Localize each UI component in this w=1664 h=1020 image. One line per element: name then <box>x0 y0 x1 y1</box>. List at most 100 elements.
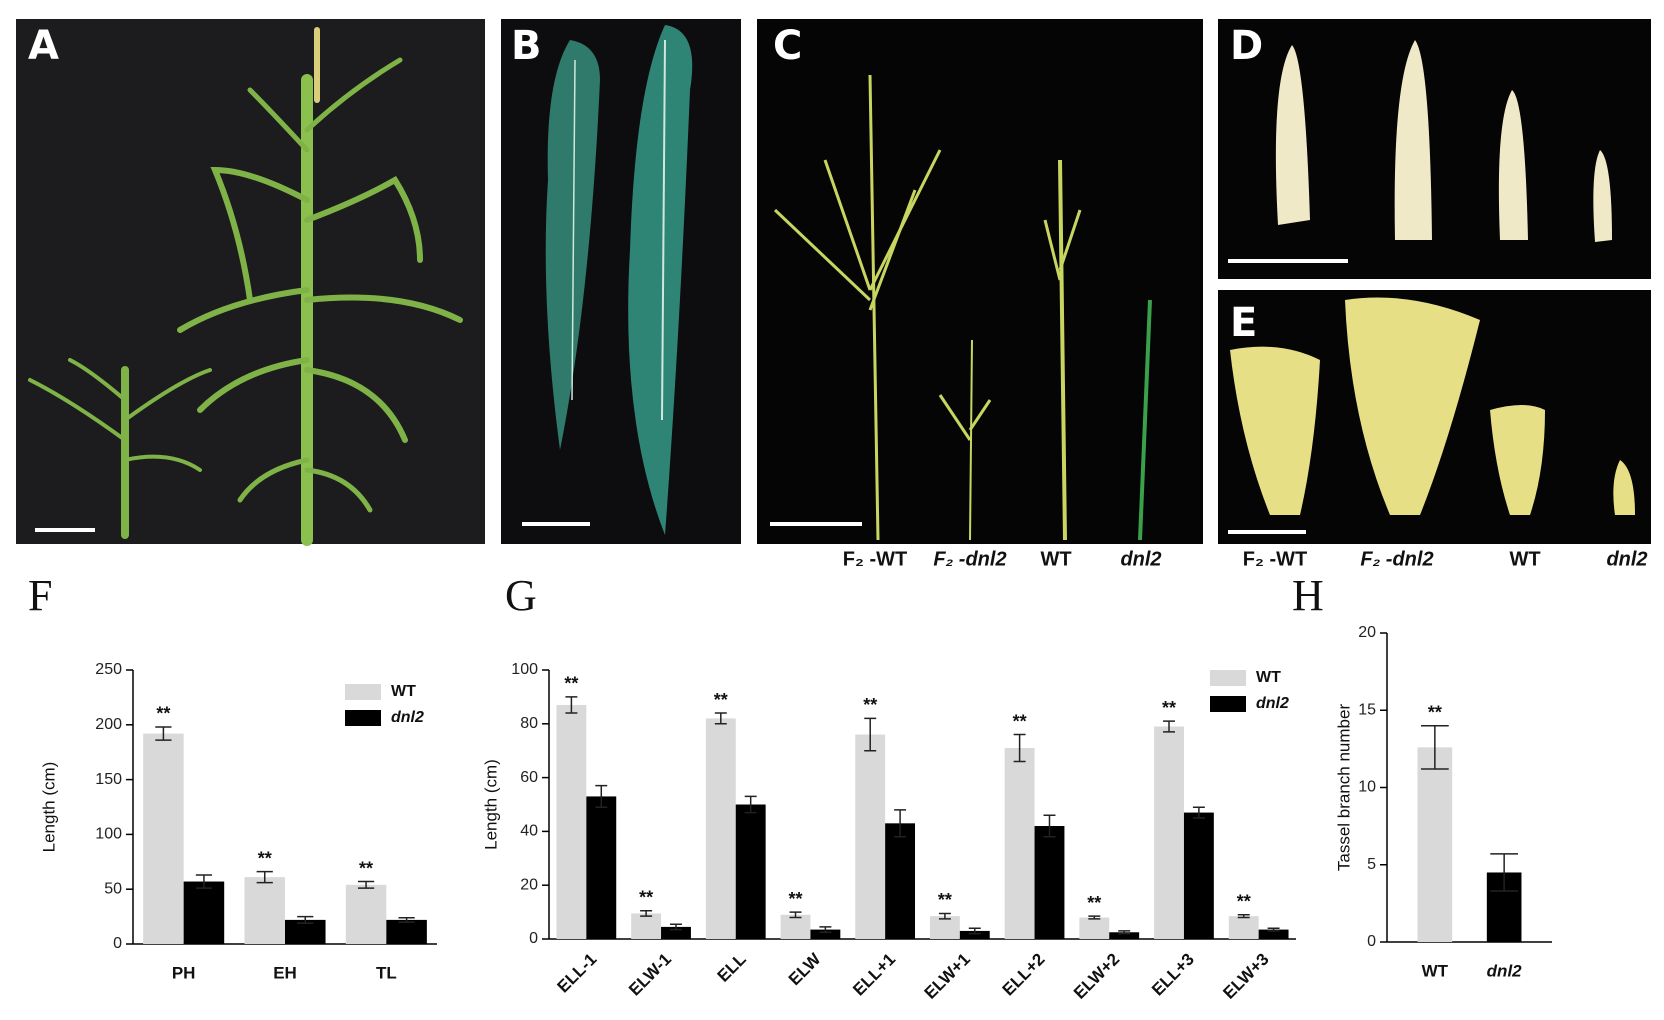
y-tick-label: 50 <box>104 880 122 897</box>
y-tick-label: 20 <box>1358 624 1376 641</box>
x-tick-label: dnl2 <box>1487 961 1522 980</box>
bar <box>345 884 387 944</box>
x-tick-label: TL <box>376 963 397 982</box>
x-tick-label: ELL+1 <box>849 950 899 1000</box>
bar <box>780 914 811 939</box>
x-tick-label: PH <box>172 963 196 982</box>
bar <box>244 877 285 944</box>
significance: ** <box>714 690 728 710</box>
y-axis-label: Length (cm) <box>39 762 58 853</box>
x-tick-label: ELL+2 <box>999 950 1049 1000</box>
bar <box>735 804 766 939</box>
significance: ** <box>938 890 952 910</box>
bar <box>386 919 427 944</box>
photo-caption: WT <box>1040 548 1071 570</box>
y-tick-label: 60 <box>520 769 538 786</box>
photo-b: B <box>501 19 741 544</box>
x-tick-label: WT <box>1422 961 1449 980</box>
significance: ** <box>1237 892 1251 912</box>
error-bar <box>670 923 682 931</box>
significance: ** <box>156 704 170 724</box>
x-tick-label: EH <box>273 963 297 982</box>
photo-d: D <box>1218 19 1651 279</box>
y-tick-label: 15 <box>1358 701 1376 718</box>
legend-swatch <box>1210 670 1246 686</box>
legend-swatch <box>345 684 381 700</box>
bar <box>1228 916 1259 939</box>
photo-e: E <box>1218 290 1651 544</box>
y-tick-label: 40 <box>520 823 538 840</box>
y-tick-label: 0 <box>529 930 538 947</box>
significance: ** <box>258 848 272 868</box>
legend-label: dnl2 <box>1256 695 1289 712</box>
panel-label: A <box>28 23 59 69</box>
error-bar <box>789 911 802 919</box>
legend-label: dnl2 <box>391 709 424 726</box>
error-bar <box>398 916 415 923</box>
x-tick-label: ELW+3 <box>1219 950 1272 1003</box>
panel-label: H <box>1292 571 1324 620</box>
legend-swatch <box>345 710 381 726</box>
panel-label: G <box>505 571 537 620</box>
significance: ** <box>639 888 653 908</box>
panel-label: F <box>28 571 52 620</box>
error-bar <box>1420 724 1449 770</box>
y-tick-label: 200 <box>95 716 122 733</box>
y-axis-label: Tassel branch number <box>1334 704 1353 872</box>
error-bar <box>819 926 832 934</box>
panel-label: E <box>1230 300 1257 346</box>
error-bar <box>565 696 578 714</box>
x-tick-label: ELL <box>714 950 750 986</box>
bar <box>855 734 886 939</box>
error-bar <box>938 912 951 920</box>
bar <box>885 823 916 939</box>
bar <box>810 929 841 939</box>
bar <box>631 913 662 939</box>
significance: ** <box>1087 893 1101 913</box>
error-bar <box>297 915 314 924</box>
bar <box>661 926 691 939</box>
error-bar <box>595 784 608 808</box>
photo-caption: F₂ -dnl2 <box>1360 548 1433 570</box>
panel-label: D <box>1230 23 1263 69</box>
x-tick-label: ELW <box>785 949 825 989</box>
y-axis-label: Length (cm) <box>481 759 500 850</box>
error-bar <box>640 910 653 917</box>
error-bar <box>357 880 375 889</box>
significance: ** <box>564 674 578 694</box>
y-tick-label: 5 <box>1367 856 1376 873</box>
y-tick-label: 100 <box>511 661 538 678</box>
significance: ** <box>1428 702 1442 722</box>
photo-caption: F₂ -WT <box>843 548 907 570</box>
bar <box>929 916 960 939</box>
error-bar <box>744 795 757 814</box>
error-bar <box>714 712 727 725</box>
error-bar <box>1490 853 1519 892</box>
photo-caption: dnl2 <box>1120 548 1161 570</box>
bar <box>1417 747 1453 942</box>
significance: ** <box>359 858 373 878</box>
x-tick-label: ELL-1 <box>554 950 601 997</box>
error-bar <box>968 927 981 935</box>
error-bar <box>1267 927 1280 932</box>
x-tick-label: ELW+1 <box>921 950 974 1003</box>
photo-captions: F₂ -WT F₂ -dnl2 WT dnl2 F₂ -WT F₂ -dnl2 WT dnl2 <box>843 548 1648 570</box>
significance: ** <box>789 889 803 909</box>
significance: ** <box>1162 698 1176 718</box>
photo-caption: F₂ -WT <box>1243 548 1307 570</box>
error-bar <box>1192 806 1205 819</box>
y-tick-label: 150 <box>95 771 122 788</box>
x-tick-label: ELL+3 <box>1148 950 1198 1000</box>
bar <box>1258 929 1289 939</box>
y-tick-label: 20 <box>520 876 538 893</box>
error-bar <box>1163 720 1175 733</box>
y-tick-label: 100 <box>95 826 122 843</box>
y-tick-label: 80 <box>520 715 538 732</box>
bar <box>1183 812 1214 939</box>
bar <box>586 796 617 939</box>
y-tick-label: 10 <box>1358 779 1376 796</box>
error-bar <box>1088 915 1101 920</box>
y-tick-label: 0 <box>1367 933 1376 950</box>
bar <box>1079 917 1110 939</box>
